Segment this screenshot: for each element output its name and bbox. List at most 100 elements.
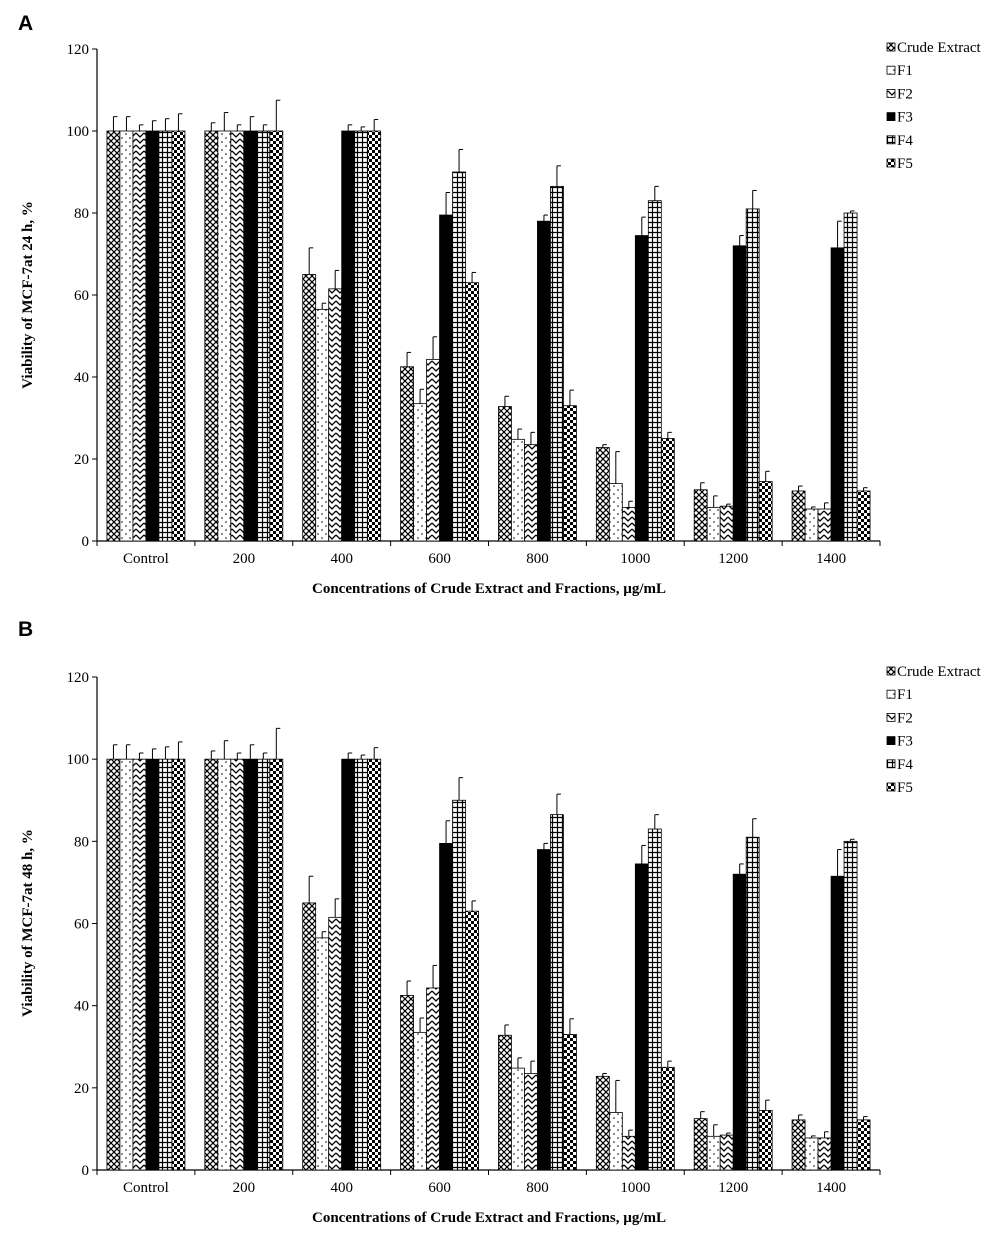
legend-label: F3 xyxy=(897,110,913,126)
bar xyxy=(563,1034,577,1171)
bar xyxy=(550,814,564,1171)
legend-swatch xyxy=(886,782,896,792)
legend-swatch xyxy=(886,135,896,145)
legend-swatch xyxy=(886,42,896,52)
bar xyxy=(621,1135,636,1171)
bar xyxy=(269,758,284,1171)
bar xyxy=(719,1134,734,1171)
bar xyxy=(315,937,330,1171)
x-tick-label: 400 xyxy=(330,1180,353,1196)
legend-swatch xyxy=(886,759,896,769)
y-tick-label: 120 xyxy=(67,670,90,686)
legend-label: F2 xyxy=(897,86,913,102)
legend-label: F4 xyxy=(897,757,913,773)
bar xyxy=(426,987,440,1171)
y-tick-label: 40 xyxy=(74,999,89,1015)
bar xyxy=(302,274,317,542)
bar xyxy=(634,863,649,1171)
bar xyxy=(315,308,330,542)
bar xyxy=(439,214,453,542)
bar xyxy=(132,130,147,542)
bar xyxy=(439,842,453,1171)
y-tick-label: 20 xyxy=(74,1081,89,1097)
legend-swatch xyxy=(886,89,896,98)
y-axis-title: Viability of MCF-7at 24 h, % xyxy=(20,201,36,389)
bar xyxy=(647,200,662,542)
bar xyxy=(817,1137,832,1171)
y-tick-label: 80 xyxy=(74,834,89,850)
bar xyxy=(217,130,232,542)
y-tick-label: 60 xyxy=(74,288,89,304)
bar xyxy=(511,438,525,542)
x-tick-label: 1400 xyxy=(816,551,846,567)
bar xyxy=(621,506,636,542)
bar xyxy=(563,405,577,542)
bar xyxy=(524,444,538,542)
bar xyxy=(732,245,747,542)
bar xyxy=(367,758,382,1171)
bar xyxy=(660,1066,675,1171)
bar xyxy=(426,358,440,542)
bar xyxy=(302,902,317,1171)
bar xyxy=(230,758,245,1171)
legend-swatch xyxy=(886,158,896,168)
bar xyxy=(719,505,734,542)
x-tick-label: Control xyxy=(123,1180,169,1196)
bar xyxy=(791,1119,806,1171)
bar xyxy=(400,994,414,1171)
bar xyxy=(595,1075,610,1171)
x-tick-label: 1000 xyxy=(620,1180,650,1196)
bar xyxy=(524,1073,538,1171)
panel-a-letter: A xyxy=(18,12,33,35)
x-tick-label: Control xyxy=(123,551,169,567)
bar xyxy=(856,490,871,542)
bar xyxy=(341,130,356,542)
legend-label: F5 xyxy=(897,780,913,796)
bar xyxy=(452,171,466,542)
bar xyxy=(204,130,219,542)
bars-layer xyxy=(106,727,871,1171)
bar xyxy=(843,840,858,1171)
legend-label: F2 xyxy=(897,710,913,726)
y-tick-label: 40 xyxy=(74,370,89,386)
x-tick-label: 600 xyxy=(428,551,451,567)
bar xyxy=(171,130,186,542)
legend-label: F5 xyxy=(897,156,913,172)
legend-swatch xyxy=(886,112,896,121)
y-tick-label: 120 xyxy=(67,42,90,58)
legend-label: Crude Extract xyxy=(897,664,982,680)
x-tick-label: 200 xyxy=(233,1180,256,1196)
legend-label: Crude Extract xyxy=(897,40,982,56)
bar xyxy=(660,438,675,542)
bar xyxy=(269,130,284,542)
bar xyxy=(804,1137,819,1171)
y-axis-title: Viability of MCF-7at 48 h, % xyxy=(20,829,36,1017)
bar xyxy=(465,910,479,1171)
bar xyxy=(511,1067,525,1171)
legend-label: F1 xyxy=(897,63,913,79)
axis-layer: 0 20 40 60 80 100 120 Control 200 400 600 800 1000 12… xyxy=(67,670,881,1196)
y-tick-label: 100 xyxy=(67,124,90,140)
bar xyxy=(745,836,760,1171)
y-tick-label: 20 xyxy=(74,452,89,468)
x-tick-label: 1000 xyxy=(620,551,650,567)
panel-b-letter: B xyxy=(18,618,33,641)
legend-swatch xyxy=(886,666,896,676)
x-axis-title: Concentrations of Crude Extract and Frac… xyxy=(312,581,666,597)
bar xyxy=(791,490,806,542)
bar xyxy=(758,1110,773,1171)
legend-swatch xyxy=(886,689,896,699)
bar xyxy=(732,873,747,1171)
bar xyxy=(595,447,610,542)
bar xyxy=(132,758,147,1171)
bar xyxy=(354,758,369,1171)
bar xyxy=(328,916,343,1171)
bar xyxy=(106,758,121,1171)
bar xyxy=(413,1031,427,1171)
axis-layer: 0 20 40 60 80 100 120 Control 200 400 600 800 1000 12… xyxy=(67,42,881,567)
bar xyxy=(634,235,649,542)
bar xyxy=(856,1119,871,1171)
x-tick-label: 800 xyxy=(526,1180,549,1196)
bar xyxy=(158,130,173,542)
